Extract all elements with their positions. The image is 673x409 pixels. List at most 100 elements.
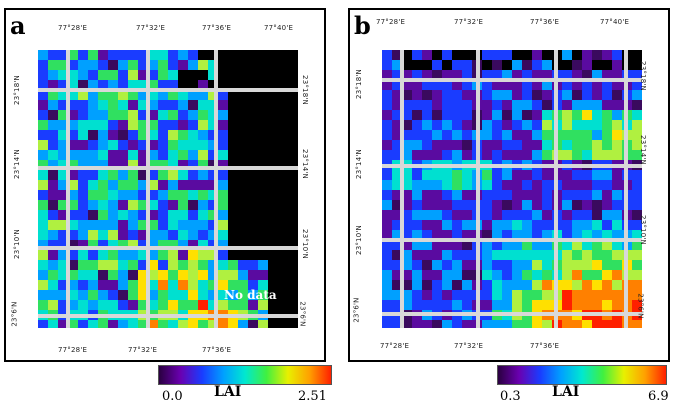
lai-cell <box>128 270 138 280</box>
lai-cell <box>572 190 582 200</box>
lai-cell <box>432 70 442 80</box>
lai-cell <box>68 260 78 270</box>
lai-cell <box>412 110 422 120</box>
lai-cell <box>562 110 572 120</box>
lai-cell <box>48 230 58 240</box>
lai-cell <box>118 130 128 140</box>
lai-cell <box>592 250 602 260</box>
lai-cell <box>432 110 442 120</box>
lai-cell <box>542 230 552 240</box>
lai-cell <box>118 210 128 220</box>
lai-cell <box>88 220 98 230</box>
lai-cell <box>78 200 88 210</box>
lai-cell <box>492 170 502 180</box>
lai-cell <box>582 70 592 80</box>
lai-cell <box>38 150 48 160</box>
lai-cell <box>502 120 512 130</box>
lai-cell <box>158 130 168 140</box>
lai-cell <box>512 190 522 200</box>
lai-cell <box>392 250 402 260</box>
lai-cell <box>492 90 502 100</box>
lai-cell <box>412 290 422 300</box>
lai-cell <box>178 240 188 250</box>
lai-cell <box>238 300 248 310</box>
lai-cell <box>572 200 582 210</box>
lai-cell <box>452 200 462 210</box>
lai-cell <box>492 110 502 120</box>
lai-cell <box>432 250 442 260</box>
bottom-tick-b-2: 77°36'E <box>530 342 560 350</box>
lai-cell <box>198 60 208 70</box>
lai-cell <box>542 60 552 70</box>
lai-cell <box>562 260 572 270</box>
lai-cell <box>482 250 492 260</box>
lai-cell <box>532 240 542 250</box>
lai-cell <box>148 140 158 150</box>
lai-cell <box>188 170 198 180</box>
lai-cell <box>632 250 642 260</box>
lai-cell <box>38 320 48 328</box>
lai-cell <box>432 180 442 190</box>
lai-cell <box>188 180 198 190</box>
lai-cell <box>218 190 228 200</box>
lai-cell <box>542 130 552 140</box>
lai-cell <box>562 280 572 290</box>
lai-cell <box>482 200 492 210</box>
lai-cell <box>462 260 472 270</box>
lai-cell <box>78 70 88 80</box>
lai-cell <box>572 240 582 250</box>
lai-cell <box>522 110 532 120</box>
lai-cell <box>88 230 98 240</box>
lai-cell <box>492 280 502 290</box>
lai-cell <box>402 210 412 220</box>
lai-cell <box>572 300 582 310</box>
lai-cell <box>38 60 48 70</box>
lai-cell <box>492 270 502 280</box>
lai-cell <box>168 80 178 90</box>
top-tick-b-0: 77°28'E <box>376 18 406 26</box>
lai-cell <box>572 290 582 300</box>
lai-cell <box>218 180 228 190</box>
lai-cell <box>612 70 622 80</box>
lai-cell <box>562 190 572 200</box>
lai-cell <box>108 320 118 328</box>
lai-cell <box>178 140 188 150</box>
lai-cell <box>118 180 128 190</box>
lai-cell <box>562 240 572 250</box>
lai-cell <box>178 290 188 300</box>
lai-cell <box>98 270 108 280</box>
lai-cell <box>502 260 512 270</box>
lai-cell <box>128 260 138 270</box>
lai-cell <box>168 210 178 220</box>
lai-cell <box>482 180 492 190</box>
lai-cell <box>148 220 158 230</box>
lai-cell <box>532 290 542 300</box>
lai-cell <box>68 270 78 280</box>
lai-cell <box>442 180 452 190</box>
lai-cell <box>148 80 158 90</box>
lai-cell <box>632 150 642 160</box>
lai-cell <box>612 50 622 60</box>
lai-cell <box>522 180 532 190</box>
lai-cell <box>462 290 472 300</box>
lai-cell <box>178 170 188 180</box>
lai-cell <box>98 280 108 290</box>
lai-cell <box>482 150 492 160</box>
lai-cell <box>68 110 78 120</box>
lai-cell <box>68 210 78 220</box>
lai-cell <box>382 110 392 120</box>
lai-cell <box>512 120 522 130</box>
lai-cell <box>512 70 522 80</box>
lai-cell <box>612 140 622 150</box>
lai-cell <box>522 170 532 180</box>
lai-cell <box>208 280 218 290</box>
lai-cell <box>442 250 452 260</box>
lai-cell <box>502 230 512 240</box>
lai-cell <box>88 280 98 290</box>
lai-cell <box>88 120 98 130</box>
lai-cell <box>218 170 228 180</box>
lai-cell <box>582 230 592 240</box>
lai-cell <box>612 110 622 120</box>
lai-cell <box>88 110 98 120</box>
lai-cell <box>572 280 582 290</box>
